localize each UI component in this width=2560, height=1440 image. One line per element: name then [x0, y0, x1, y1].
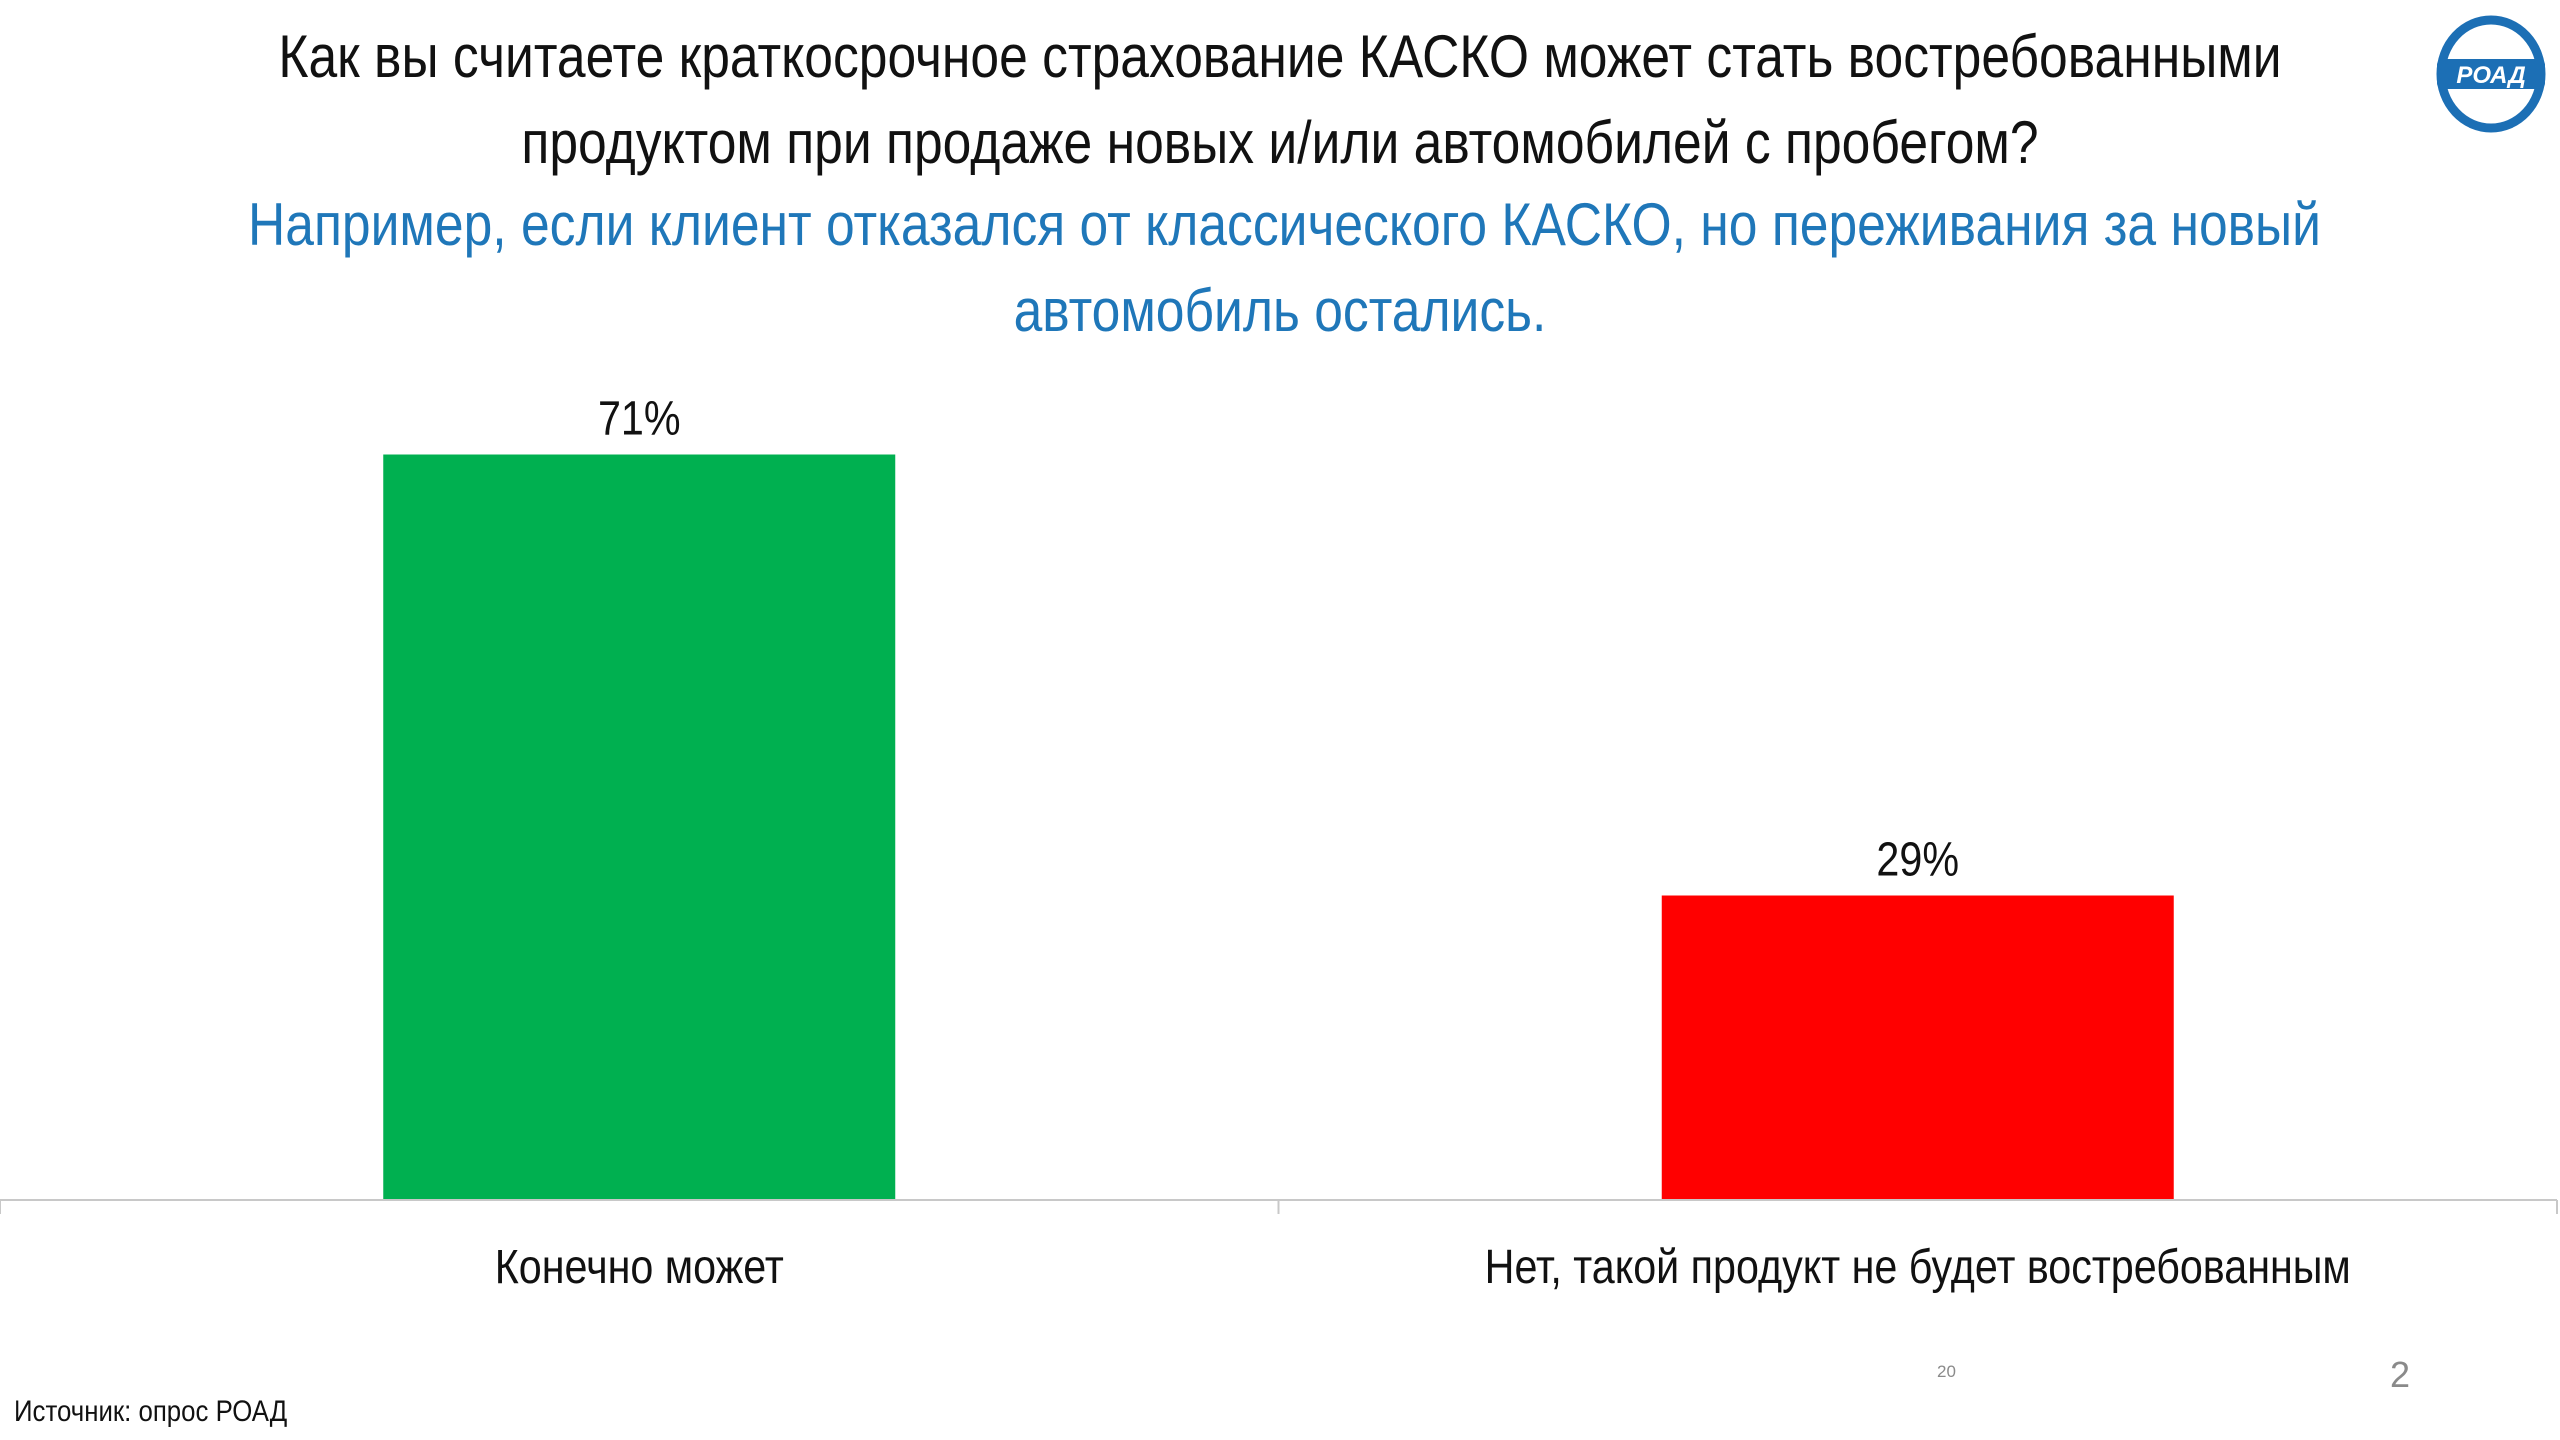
- data-label-1: 29%: [1876, 833, 1959, 887]
- chart-title-line-2: продуктом при продаже новых и/или автомо…: [521, 109, 2039, 176]
- bar-1: [1661, 895, 2174, 1200]
- category-label-1: Нет, такой продукт не будет востребованн…: [1485, 1240, 2351, 1294]
- road-logo-icon: РОАД: [2436, 15, 2546, 133]
- chart-subtitle-line-2: автомобиль остались.: [1013, 277, 1547, 344]
- chart-subtitle-line-1: Например, если клиент отказался от класс…: [248, 191, 2321, 258]
- logo-text: РОАД: [2456, 62, 2525, 89]
- data-label-0: 71%: [598, 392, 681, 446]
- chart-title-line-1: Как вы считаете краткосрочное страховани…: [278, 23, 2282, 90]
- footer-small-number: 20: [1937, 1362, 1956, 1381]
- source-note: Источник: опрос РОАД: [14, 1395, 288, 1428]
- category-label-0: Конечно может: [495, 1240, 784, 1294]
- page-number: 2: [2390, 1354, 2411, 1395]
- bar-0: [383, 454, 896, 1200]
